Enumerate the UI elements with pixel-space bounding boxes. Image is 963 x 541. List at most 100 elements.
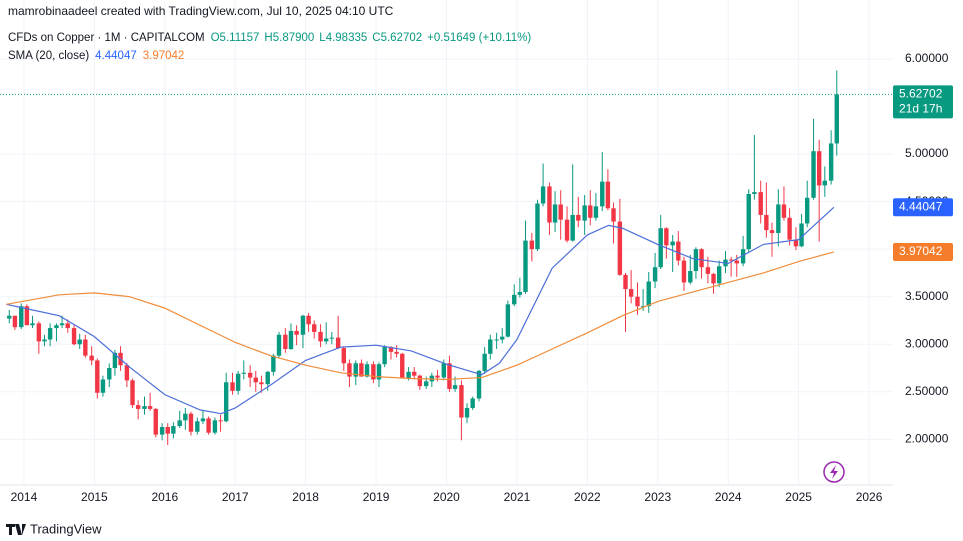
candle-body <box>177 420 182 427</box>
candle-body <box>218 420 223 422</box>
y-tick-label: 3.50000 <box>905 289 949 303</box>
candle-body <box>247 372 253 378</box>
candle-body <box>235 373 241 391</box>
candle-body <box>376 364 382 380</box>
candle-body <box>294 330 299 335</box>
candle-body <box>283 334 288 350</box>
candle-body <box>112 352 118 369</box>
candle-body <box>271 355 276 372</box>
candle-body <box>276 334 282 356</box>
candle-body <box>494 339 499 341</box>
candle-body <box>159 426 165 435</box>
x-tick-label: 2025 <box>785 490 812 504</box>
bolt-button[interactable] <box>823 461 845 483</box>
candle-body <box>341 348 346 364</box>
candle-body <box>417 375 423 387</box>
brand-name[interactable]: TradingView <box>30 521 102 536</box>
box <box>893 85 953 119</box>
box <box>893 242 953 261</box>
candle-body <box>54 325 59 329</box>
candle-body <box>230 382 235 391</box>
plot-area <box>0 0 893 485</box>
candle-body <box>547 186 552 223</box>
candle-body <box>529 240 535 250</box>
candle-body <box>804 197 810 224</box>
candle-body <box>611 208 616 222</box>
sma-value: 4.44047 <box>95 50 137 62</box>
brand-logo[interactable]: TradingView <box>6 521 102 536</box>
candle-body <box>130 380 135 406</box>
ohlc-value: L4.98335 <box>319 32 367 44</box>
candle-body <box>265 371 270 385</box>
candle-body <box>670 241 675 246</box>
candle-body <box>441 363 447 378</box>
candle-body <box>635 296 640 307</box>
candle-body <box>300 315 306 335</box>
candle-body <box>7 315 12 319</box>
sma-line <box>6 206 835 415</box>
candle-body <box>335 337 341 349</box>
candle-body <box>371 364 376 380</box>
candle-body <box>688 271 693 283</box>
candle-body <box>628 289 634 297</box>
candle-body <box>65 323 70 329</box>
x-tick-label: 2020 <box>433 490 460 504</box>
ohlc-value: H5.87900 <box>264 32 314 44</box>
x-tick-label: 2023 <box>644 490 671 504</box>
candle-body <box>705 267 711 274</box>
candle-body <box>728 259 734 261</box>
candle-body <box>423 381 429 387</box>
candle-body <box>482 353 487 371</box>
candle-body <box>95 360 100 393</box>
candle-body <box>347 363 352 377</box>
candle-body <box>107 368 112 380</box>
candle-body <box>400 353 405 379</box>
indicator-values: 4.44047 3.97042 <box>95 50 184 62</box>
candle-body <box>570 214 575 241</box>
candle-body <box>834 94 839 144</box>
candle-body <box>329 337 335 339</box>
candle-body <box>664 228 669 246</box>
candle-body <box>811 151 816 198</box>
symbol-title: CFDs on Copper · 1M · CAPITALCOM <box>8 32 205 44</box>
candle-body <box>288 330 294 350</box>
candle-body <box>693 249 699 272</box>
candle-body <box>47 328 53 340</box>
candle-body <box>259 382 264 385</box>
candle-body <box>406 371 411 379</box>
x-tick-label: 2016 <box>151 490 178 504</box>
candle-body <box>605 181 611 209</box>
candle-body <box>758 192 763 215</box>
candle-body <box>676 241 681 261</box>
sma-price-label: 4.44047 <box>899 199 943 213</box>
candle-body <box>223 382 229 422</box>
candle-body <box>552 204 558 223</box>
y-tick-label: 2.00000 <box>905 432 949 446</box>
x-tick-label: 2021 <box>504 490 531 504</box>
candle-body <box>452 385 458 389</box>
candle-body <box>799 223 804 247</box>
candle-body <box>540 186 546 204</box>
sma-line <box>6 251 834 381</box>
candle-body <box>787 217 792 240</box>
candle-body <box>447 363 452 389</box>
bolt-icon[interactable] <box>830 465 838 479</box>
candle-body <box>200 418 206 422</box>
candle-body <box>711 273 716 284</box>
ohlc-value: O5.11157 <box>211 32 260 44</box>
candle-body <box>435 375 440 378</box>
candle-body <box>36 323 42 342</box>
logo-mark[interactable] <box>6 524 26 535</box>
candle-body <box>576 214 581 221</box>
candle-body <box>147 406 153 409</box>
candle-body <box>142 406 147 409</box>
candle-body <box>153 408 158 435</box>
candle-body <box>617 221 623 275</box>
candle-body <box>822 180 828 186</box>
candle-body <box>318 331 323 342</box>
candle-body <box>388 347 394 352</box>
candle-body <box>652 267 658 282</box>
candle-body <box>394 351 399 354</box>
candle-body <box>734 260 739 264</box>
